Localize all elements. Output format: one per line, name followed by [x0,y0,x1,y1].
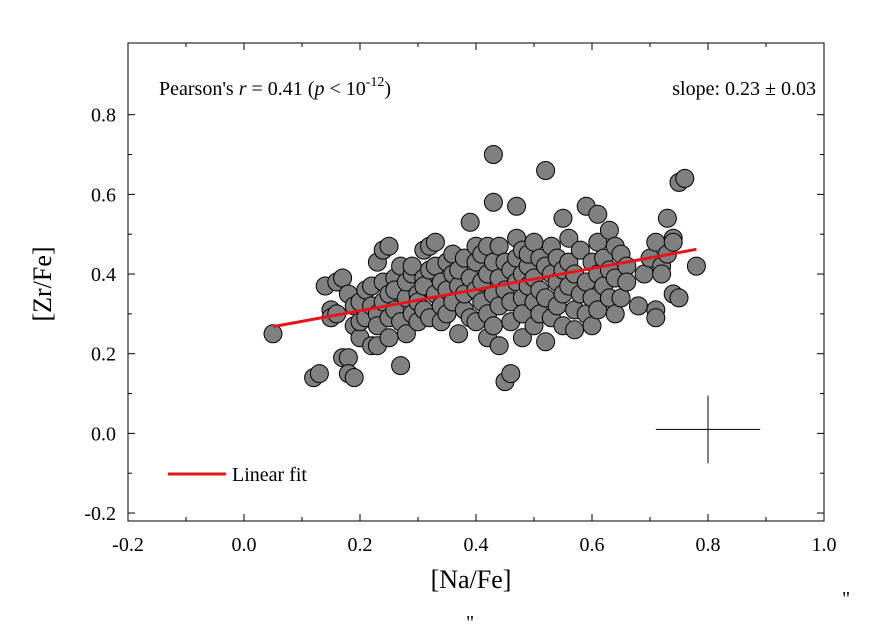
y-tick-label: 0.4 [91,264,116,286]
y-axis-label: [Zr/Fe] [28,246,57,321]
x-tick-label: 0.8 [696,534,721,556]
data-point [344,368,364,388]
data-point [628,296,648,316]
data-point [449,324,469,344]
x-tick-label: 0.2 [348,534,373,556]
y-tick-label: 0.6 [91,184,116,206]
data-point [309,364,329,384]
data-point [536,332,556,352]
fit-line-group [272,247,697,329]
data-point [379,236,399,256]
data-point [263,324,283,344]
data-point [512,328,532,348]
data-point [536,161,556,180]
data-point [396,324,416,344]
x-tick-label: 0.0 [232,534,257,556]
data-point [663,232,683,252]
data-point [652,264,672,284]
data-point [669,288,689,308]
data-point [483,145,503,164]
pearson-annotation: Pearson's r = 0.41 (p < 10-12) [159,75,391,100]
data-point [483,192,503,212]
slope-annotation: slope: 0.23 ± 0.03 [672,78,816,100]
y-tick-label: 0.8 [91,105,116,127]
data-point [617,272,637,292]
data-point [483,316,503,336]
data-point [460,212,480,232]
data-point [489,336,509,356]
fit-line [272,247,697,329]
x-axis-label: [Na/Fe] [431,565,512,594]
y-tick-label: -0.2 [84,503,116,525]
data-point [570,240,590,260]
data-point [634,264,654,284]
data-point [686,256,706,276]
data-point [333,268,353,288]
data-point [338,348,358,368]
data-point [582,316,602,336]
legend-label: Linear fit [232,464,307,486]
data-point [425,232,445,252]
data-point [605,304,625,324]
x-tick-label: 0.6 [580,534,605,556]
error-bar [655,395,761,464]
data-point [657,208,677,228]
data-point [559,228,579,248]
x-tick-label: -0.2 [112,534,144,556]
data-point [501,364,521,384]
data-point [565,320,585,340]
legend: Linear fit [168,464,307,486]
data-point [588,204,608,224]
stray-quote-mark: " [842,588,851,610]
data-point [646,308,666,328]
data-point [379,328,399,348]
data-point [553,208,573,228]
x-tick-label: 1.0 [812,534,837,556]
data-point [507,196,527,216]
data-point [675,168,695,188]
x-tick-label: 0.4 [464,534,489,556]
axis-ticks: -0.2 0.0 0.2 0.4 0.6 0.8 1.0 -0.2 0.0 0.2 0.4 0.6 0.… [84,43,837,556]
data-points [263,145,706,392]
data-point [524,232,544,252]
data-point [489,236,509,256]
data-point [611,288,631,308]
y-tick-label: 0.2 [91,344,116,366]
stray-quote-mark: " [466,612,475,634]
data-point [599,220,619,240]
data-point [391,356,411,376]
y-tick-label: 0.0 [91,423,116,445]
